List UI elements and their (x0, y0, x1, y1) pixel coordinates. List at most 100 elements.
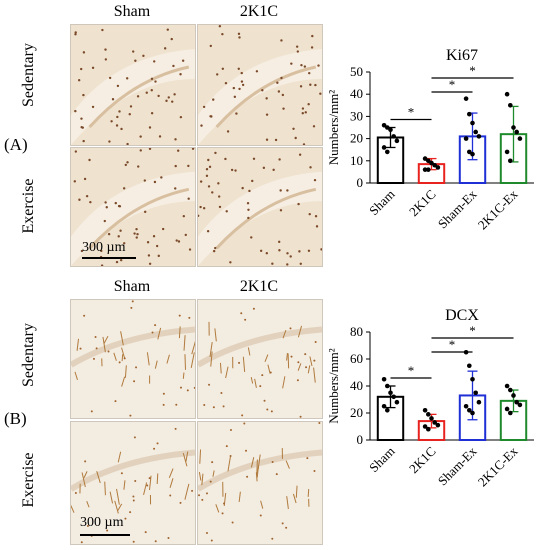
data-point (470, 410, 475, 416)
data-point (432, 420, 437, 425)
panel-b-row-label-exercise: Exercise (20, 452, 37, 508)
stained-cell (220, 391, 223, 394)
stained-cell (116, 84, 120, 88)
stained-cell (238, 361, 241, 364)
stained-cell (301, 111, 304, 115)
dcx-neuron-process (256, 459, 258, 475)
stained-cell (259, 514, 262, 517)
stained-cell (91, 66, 95, 70)
stained-cell (132, 50, 135, 53)
data-point (504, 406, 510, 412)
stained-cell (296, 379, 299, 382)
granule-layer (198, 326, 322, 368)
stained-cell (277, 240, 281, 244)
significance-star: * (449, 337, 456, 352)
dcx-neuron-process (242, 356, 246, 373)
stained-cell (80, 67, 83, 71)
stained-cell (308, 212, 311, 216)
stained-cell (240, 312, 243, 315)
stained-cell (318, 422, 321, 425)
stained-cell (120, 127, 123, 131)
data-point (467, 149, 472, 155)
stained-cell (290, 355, 293, 358)
data-point (385, 383, 390, 389)
stained-cell (224, 157, 227, 161)
stained-cell (129, 105, 133, 108)
stained-cell (231, 521, 234, 524)
stained-cell (296, 50, 300, 53)
chart-ki67: Ki67 0 10 20 30 40 50 Numbers/mm² Sham 2K1C Sham-E… (322, 40, 540, 265)
stained-cell (282, 107, 285, 110)
dcx-neuron-process (227, 456, 231, 472)
chart-dcx: DCX 0 20 40 60 80 Numbers/mm² Sham 2K1C Sham-Ex 2K… (322, 300, 540, 545)
stained-cell (279, 189, 282, 192)
stained-cell (154, 324, 157, 327)
stained-cell (286, 252, 289, 255)
granule-layer (71, 326, 195, 368)
stained-cell (314, 341, 317, 344)
data-point (422, 424, 428, 429)
dcx-neuron-process (146, 352, 150, 366)
data-point (470, 151, 475, 157)
chart-title: DCX (445, 307, 479, 324)
stained-cell (116, 115, 119, 119)
dcx-neuron-process (225, 366, 229, 379)
stained-cell (134, 59, 137, 62)
stained-cell (198, 214, 200, 217)
stained-cell (104, 201, 107, 204)
dcx-neuron-process (309, 356, 313, 367)
stained-cell (115, 124, 119, 127)
dcx-neuron-process (184, 354, 186, 370)
stained-cell (305, 366, 308, 369)
stained-cell (245, 449, 248, 452)
micrograph-b-sham-sedentary (70, 299, 196, 419)
stained-cell (92, 357, 95, 360)
x-tick-label: Sham (366, 444, 398, 476)
data-point (467, 408, 472, 413)
stained-cell (158, 135, 162, 138)
stained-cell (153, 447, 156, 450)
panel-a-row-label-sedentary: Sedentary (20, 43, 37, 107)
data-point (429, 416, 434, 421)
stained-cell (88, 158, 91, 162)
stained-cell (150, 77, 154, 81)
dcx-neuron-process (168, 468, 174, 479)
y-tick-label: 80 (350, 324, 363, 339)
stained-cell (297, 202, 300, 206)
stained-cell (117, 235, 120, 238)
dcx-neuron-process (260, 500, 264, 509)
micrograph-a-2k1c-sedentary (197, 24, 323, 146)
stained-cell (255, 70, 259, 73)
stained-cell (84, 460, 87, 463)
dcx-neuron-process (71, 504, 75, 513)
stained-cell (261, 89, 264, 92)
significance-star: * (408, 363, 415, 378)
stained-cell (281, 522, 284, 525)
stained-cell (111, 98, 115, 101)
stained-cell (156, 442, 159, 445)
stained-cell (157, 254, 160, 258)
data-point (426, 412, 431, 417)
stained-cell (114, 400, 117, 403)
stained-cell (91, 105, 95, 109)
data-point (517, 402, 523, 408)
dcx-neuron-process (256, 466, 259, 478)
stained-cell (144, 531, 147, 534)
stained-cell (126, 161, 129, 164)
data-point (508, 158, 513, 164)
stained-cell (128, 113, 131, 116)
stained-cell (280, 39, 283, 42)
stained-cell (301, 107, 305, 110)
stained-cell (174, 138, 177, 141)
stained-cell (184, 233, 187, 237)
stained-cell (300, 63, 303, 67)
stained-cell (124, 517, 127, 520)
data-point (381, 403, 387, 409)
stained-cell (129, 414, 132, 417)
stained-cell (218, 205, 222, 209)
stained-cell (100, 264, 104, 266)
stained-cell (294, 136, 297, 140)
stained-cell (150, 89, 153, 92)
stained-cell (114, 201, 117, 205)
stained-cell (265, 252, 269, 255)
